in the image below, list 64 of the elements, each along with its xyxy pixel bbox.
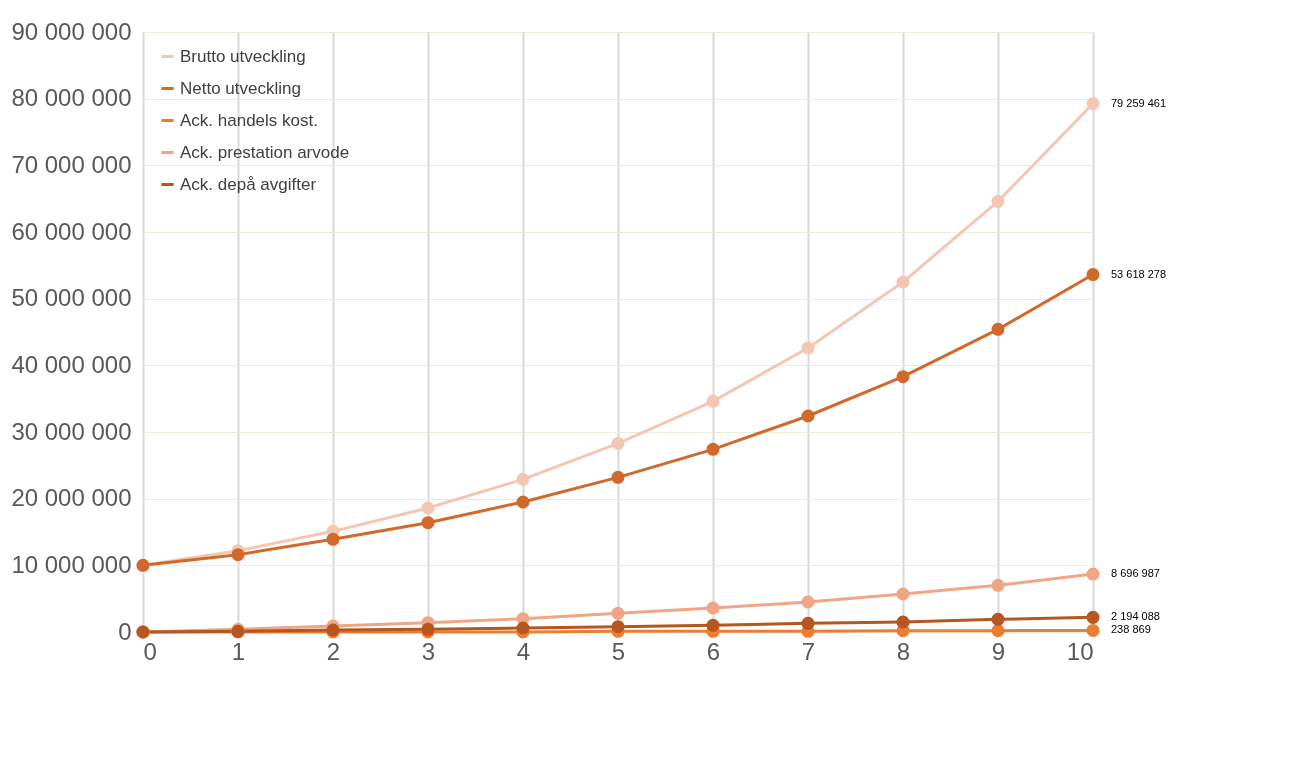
- x-tick-label: 7: [801, 637, 816, 665]
- point: [1086, 97, 1100, 111]
- x-tick-label: 4: [516, 637, 531, 665]
- x-tick-label: 1: [231, 637, 246, 665]
- point: [706, 618, 720, 632]
- x-tick-label: 5: [611, 637, 626, 665]
- point: [516, 495, 530, 509]
- y-tick-label: 40 000 000: [11, 350, 132, 378]
- legend-label: Brutto utveckling: [180, 46, 306, 66]
- point: [1086, 623, 1100, 637]
- y-tick-label: 50 000 000: [11, 284, 132, 312]
- point: [706, 442, 720, 456]
- x-tick-label: 3: [421, 637, 436, 665]
- data-label: 2 194 088: [1111, 610, 1160, 623]
- x-tick-label: 8: [896, 637, 911, 665]
- point: [421, 501, 435, 515]
- legend-label: Ack. prestation arvode: [180, 142, 350, 162]
- x-tick-label: 10: [1066, 637, 1094, 665]
- data-label: 79 259 461: [1111, 96, 1167, 109]
- point: [896, 275, 910, 289]
- x-tick-label: 2: [326, 637, 341, 665]
- point: [1086, 268, 1100, 282]
- point: [801, 595, 815, 609]
- point: [801, 341, 815, 355]
- y-tick-label: 10 000 000: [11, 550, 132, 578]
- y-tick-label: 80 000 000: [11, 84, 132, 112]
- data-label: 53 618 278: [1111, 267, 1167, 280]
- y-tick-label: 70 000 000: [11, 150, 132, 178]
- point: [516, 472, 530, 486]
- y-tick-label: 20 000 000: [11, 484, 132, 512]
- point: [991, 578, 1005, 592]
- point: [896, 370, 910, 384]
- point: [611, 620, 625, 634]
- point: [231, 548, 245, 562]
- legend-label: Ack. depå avgifter: [180, 174, 317, 194]
- data-label: 238 869: [1111, 623, 1151, 636]
- point: [611, 606, 625, 620]
- point: [706, 394, 720, 408]
- legend-label: Netto utveckling: [180, 78, 301, 98]
- point: [991, 612, 1005, 626]
- point: [801, 409, 815, 423]
- point: [1086, 610, 1100, 624]
- point: [991, 194, 1005, 208]
- point: [326, 532, 340, 546]
- point: [516, 621, 530, 635]
- data-label: 8 696 987: [1111, 567, 1160, 580]
- y-tick-label: 90 000 000: [11, 17, 132, 45]
- x-tick-label: 6: [706, 637, 721, 665]
- point: [991, 624, 1005, 638]
- legend-label: Ack. handels kost.: [180, 110, 318, 130]
- y-tick-label: 0: [118, 617, 132, 645]
- x-tick-label: 9: [991, 637, 1006, 665]
- point: [896, 615, 910, 629]
- point: [1086, 567, 1100, 581]
- point: [611, 436, 625, 450]
- y-tick-label: 30 000 000: [11, 417, 132, 445]
- point: [611, 470, 625, 484]
- point: [991, 322, 1005, 336]
- point: [801, 616, 815, 630]
- x-tick-label: 0: [143, 637, 157, 665]
- point: [706, 601, 720, 615]
- y-tick-label: 60 000 000: [11, 217, 132, 245]
- point: [421, 516, 435, 530]
- point: [896, 587, 910, 601]
